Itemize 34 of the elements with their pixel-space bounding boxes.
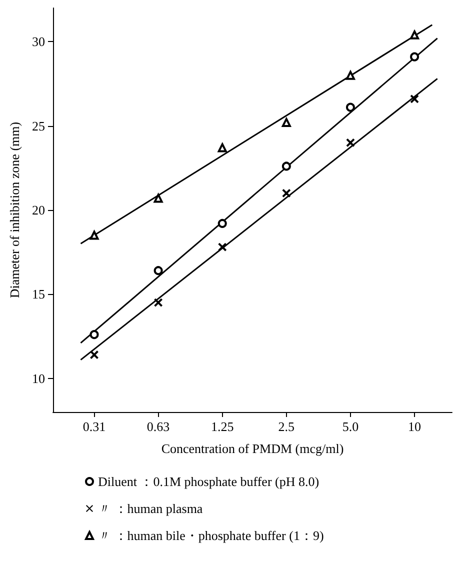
point [218,243,226,252]
point [282,162,291,171]
y-tick-label: 20 [32,202,45,218]
point [346,138,354,147]
point [218,143,227,152]
x-tick-label: 5.0 [342,419,359,434]
x-tick-label: 2.5 [278,419,295,434]
point [90,350,98,359]
y-tick-label: 10 [32,370,45,386]
x-tick-label: 0.31 [82,419,106,434]
x-tick-label: 0.63 [146,419,170,434]
point [410,30,420,40]
y-tick-label: 25 [32,118,45,134]
legend-label: Diluent ：0.1M phosphate buffer (pH 8.0) [98,474,320,489]
x-tick-label: 1.25 [210,419,234,434]
point [154,298,162,307]
legend-label: 〃 ：human bile・phosphate buffer (1：9) [98,528,324,543]
point [346,70,355,80]
point [410,94,419,103]
point [154,266,163,276]
legend-label: 〃 ：human plasma [98,501,203,516]
point [218,218,227,228]
point [410,52,420,62]
point [346,102,355,112]
point [282,189,290,198]
y-axis-title: Diameter of inhibition zone (mm) [7,122,22,298]
y-tick-label: 30 [32,34,45,50]
point [154,194,163,203]
y-tick-label: 15 [32,286,45,302]
point [90,330,99,340]
x-tick-label: 10 [408,419,422,434]
point [90,230,99,240]
point [282,118,291,127]
x-axis-title: Concentration of PMDM (mcg/ml) [161,441,344,456]
